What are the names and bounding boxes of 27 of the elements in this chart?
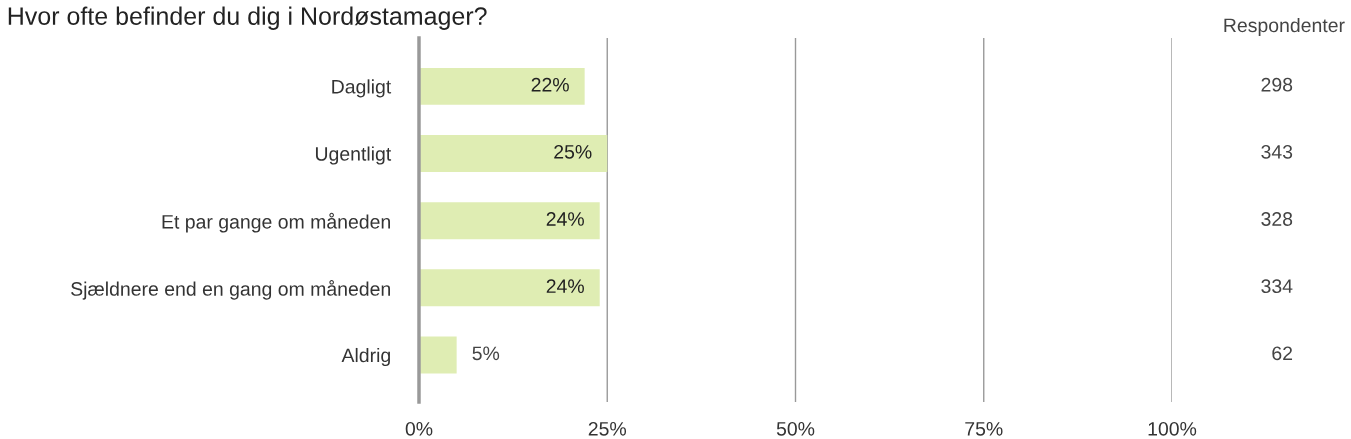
data-label: 25% — [554, 144, 592, 159]
y-tick-label: Ugentligt — [315, 146, 392, 165]
data-label: 5% — [472, 346, 500, 361]
data-label: 24% — [546, 212, 584, 226]
text: 62 — [1272, 346, 1293, 361]
y-tick-label: Sjældnere end en gang om måneden — [71, 279, 390, 300]
y-tick-label: Aldrig — [341, 347, 390, 367]
text: 343 — [1261, 144, 1293, 159]
text: 334 — [1261, 279, 1293, 294]
y-tick-label: Dagligt — [332, 79, 392, 98]
text: 298 — [1261, 77, 1293, 92]
text: 328 — [1261, 212, 1293, 226]
bar — [419, 336, 457, 374]
x-tick-label: 75% — [965, 422, 1003, 436]
chart-title: Hvor ofte befinder du dig i Nordøstamager? — [8, 6, 487, 30]
x-tick-label: 25% — [588, 421, 627, 436]
x-tick-label: 100% — [1148, 421, 1197, 436]
data-label: 22% — [531, 77, 569, 92]
bar — [419, 135, 608, 172]
y-tick-label: Et par gange om måneden — [162, 212, 390, 233]
x-tick-label: 50% — [776, 421, 815, 436]
data-label: 24% — [546, 279, 584, 293]
bar — [419, 67, 585, 105]
text: Respondenter — [1224, 17, 1345, 37]
bar — [419, 269, 600, 307]
bar — [419, 202, 600, 240]
x-tick-label: 0% — [405, 421, 433, 436]
